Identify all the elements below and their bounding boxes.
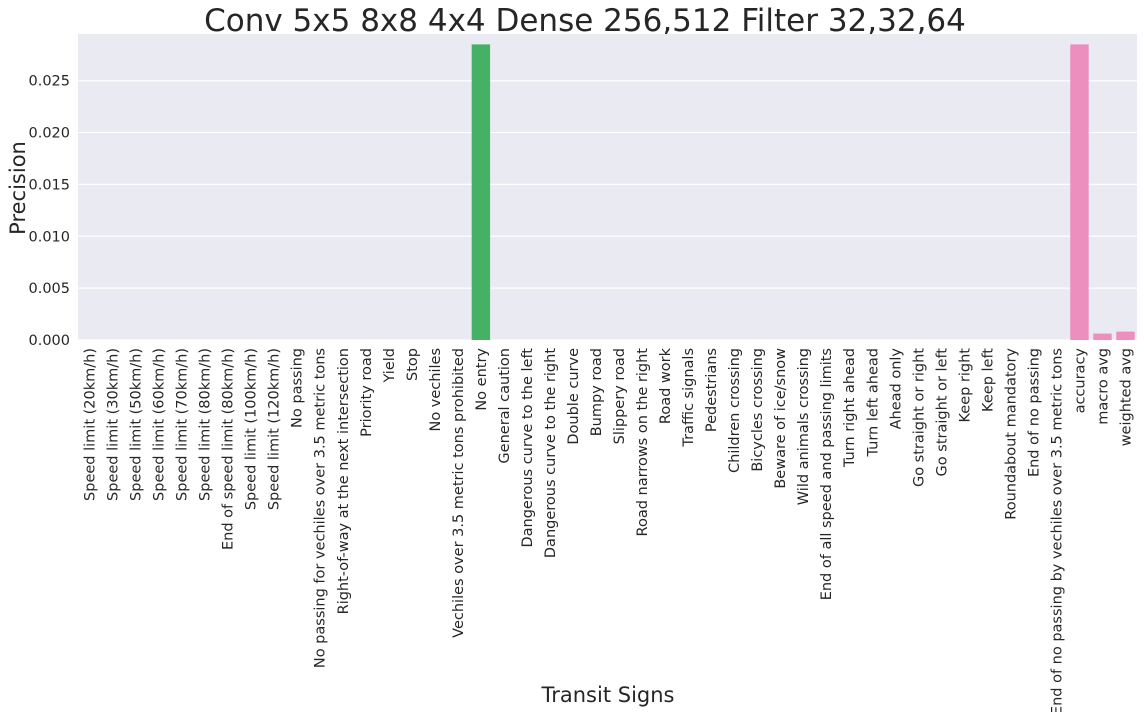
x-tick-label: Go straight or right xyxy=(911,348,927,487)
x-tick-label: accuracy xyxy=(1072,348,1088,414)
x-tick-label: Speed limit (100km/h) xyxy=(244,348,260,510)
bar xyxy=(1070,44,1089,340)
x-tick-label: Speed limit (60km/h) xyxy=(152,348,168,501)
x-tick-label: Priority road xyxy=(359,348,375,437)
x-tick-label: Road work xyxy=(658,347,674,424)
x-tick-label: Keep right xyxy=(957,348,973,423)
x-tick-label: End of all speed and passing limits xyxy=(819,348,835,600)
x-tick-label: General caution xyxy=(497,348,513,464)
x-tick-label: No passing for vechiles over 3.5 metric … xyxy=(313,348,329,668)
x-tick-label: Roundabout mandatory xyxy=(1003,348,1019,520)
y-axis-ticks: 0.000 0.005 0.010 0.015 0.020 0.025 xyxy=(28,74,70,349)
bars xyxy=(471,44,1135,340)
x-tick-label: No entry xyxy=(474,348,490,411)
x-tick-label: Yield xyxy=(382,348,398,384)
plot-area xyxy=(78,34,1137,340)
x-tick-label: Dangerous curve to the right xyxy=(543,348,559,558)
x-tick-label: Bumpy road xyxy=(589,348,605,436)
x-tick-label: Speed limit (120km/h) xyxy=(267,348,283,510)
x-tick-label: Go straight or left xyxy=(934,348,950,477)
bar xyxy=(1116,331,1135,340)
x-tick-label: Speed limit (80km/h) xyxy=(198,348,214,501)
y-axis-label: Precision xyxy=(6,141,30,235)
y-tick-label: 0.010 xyxy=(28,229,70,245)
y-tick-label: 0.025 xyxy=(28,74,70,90)
y-tick-label: 0.020 xyxy=(28,126,70,142)
x-tick-label: Turn right ahead xyxy=(842,348,858,468)
x-tick-label: Ahead only xyxy=(888,348,904,430)
x-tick-label: Dangerous curve to the left xyxy=(520,348,536,548)
x-tick-label: Beware of ice/snow xyxy=(773,348,789,489)
x-tick-label: Stop xyxy=(405,348,421,381)
y-tick-label: 0.000 xyxy=(28,333,70,349)
x-tick-label: End of no passing by vechiles over 3.5 m… xyxy=(1049,348,1065,712)
chart-title: Conv 5x5 8x8 4x4 Dense 256,512 Filter 32… xyxy=(204,3,966,39)
x-tick-label: Traffic signals xyxy=(681,348,697,448)
x-tick-label: Children crossing xyxy=(727,348,743,473)
x-tick-label: weighted avg xyxy=(1118,348,1134,446)
x-tick-label: Pedestrians xyxy=(704,348,720,432)
x-tick-label: Slippery road xyxy=(612,348,628,444)
x-tick-label: Keep left xyxy=(980,348,996,412)
x-tick-label: Speed limit (30km/h) xyxy=(106,348,122,501)
x-tick-label: Bicycles crossing xyxy=(750,348,766,472)
x-tick-label: Turn left ahead xyxy=(865,348,881,458)
y-tick-label: 0.005 xyxy=(28,281,70,297)
x-tick-label: No vechiles xyxy=(428,348,444,432)
x-tick-label: Wild animals crossing xyxy=(796,348,812,505)
grid-lines xyxy=(78,80,1137,341)
x-axis-label: Transit Signs xyxy=(541,683,675,707)
x-axis-ticks: Speed limit (20km/h) Speed limit (30km/h)… xyxy=(83,347,1135,712)
x-tick-label: Speed limit (50km/h) xyxy=(129,348,145,501)
x-tick-label: No passing xyxy=(290,348,306,428)
x-tick-label: Vechiles over 3.5 metric tons prohibited xyxy=(451,348,467,638)
x-tick-label: Speed limit (70km/h) xyxy=(175,348,191,501)
x-tick-label: End of speed limit (80km/h) xyxy=(221,348,237,550)
x-tick-label: End of no passing xyxy=(1026,348,1042,477)
bar xyxy=(1093,333,1112,340)
bar xyxy=(471,44,491,340)
x-tick-label: macro avg xyxy=(1095,348,1111,425)
y-tick-label: 0.015 xyxy=(28,177,70,193)
x-tick-label: Road narrows on the right xyxy=(635,348,651,537)
x-tick-label: Speed limit (20km/h) xyxy=(83,348,99,501)
x-tick-label: Double curve xyxy=(566,348,582,445)
x-tick-label: Right-of-way at the next intersection xyxy=(336,348,352,614)
